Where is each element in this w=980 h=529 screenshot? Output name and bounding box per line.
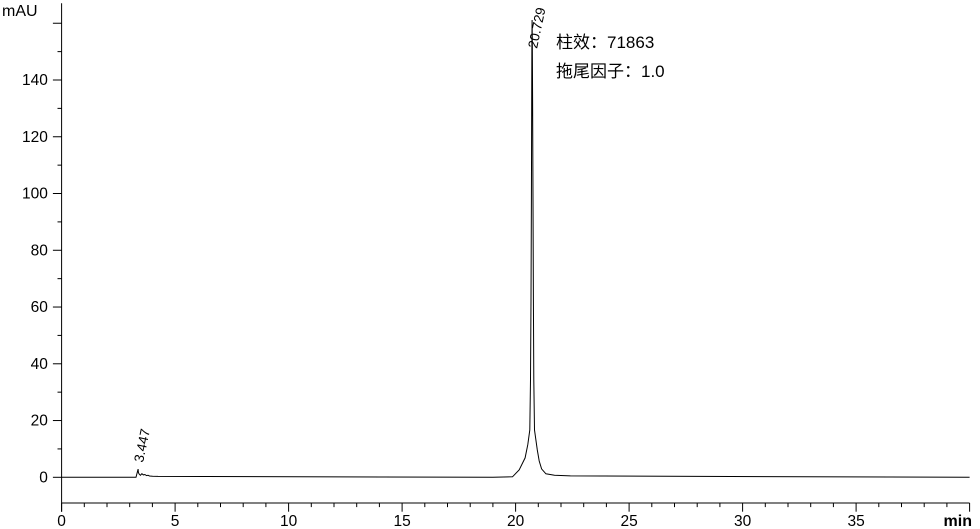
svg-text:柱效：71863: 柱效：71863 — [556, 33, 654, 52]
svg-text:mAU: mAU — [2, 3, 38, 20]
svg-text:15: 15 — [393, 513, 410, 529]
svg-text:35: 35 — [847, 513, 864, 529]
svg-text:20: 20 — [507, 513, 525, 529]
svg-text:30: 30 — [734, 513, 752, 529]
svg-text:拖尾因子：1.0: 拖尾因子：1.0 — [556, 62, 665, 81]
svg-text:10: 10 — [280, 513, 298, 529]
svg-text:25: 25 — [620, 513, 637, 529]
svg-text:120: 120 — [22, 129, 48, 146]
svg-text:80: 80 — [31, 242, 49, 259]
svg-text:60: 60 — [31, 299, 49, 316]
svg-text:40: 40 — [31, 356, 49, 373]
svg-text:20: 20 — [31, 413, 49, 430]
svg-text:min: min — [944, 513, 972, 529]
svg-text:3.447: 3.447 — [131, 427, 153, 463]
svg-text:140: 140 — [22, 72, 48, 89]
svg-text:100: 100 — [22, 186, 48, 203]
svg-text:0: 0 — [57, 513, 66, 529]
svg-text:20.729: 20.729 — [525, 6, 548, 50]
svg-text:5: 5 — [171, 513, 180, 529]
svg-text:0: 0 — [39, 469, 48, 486]
